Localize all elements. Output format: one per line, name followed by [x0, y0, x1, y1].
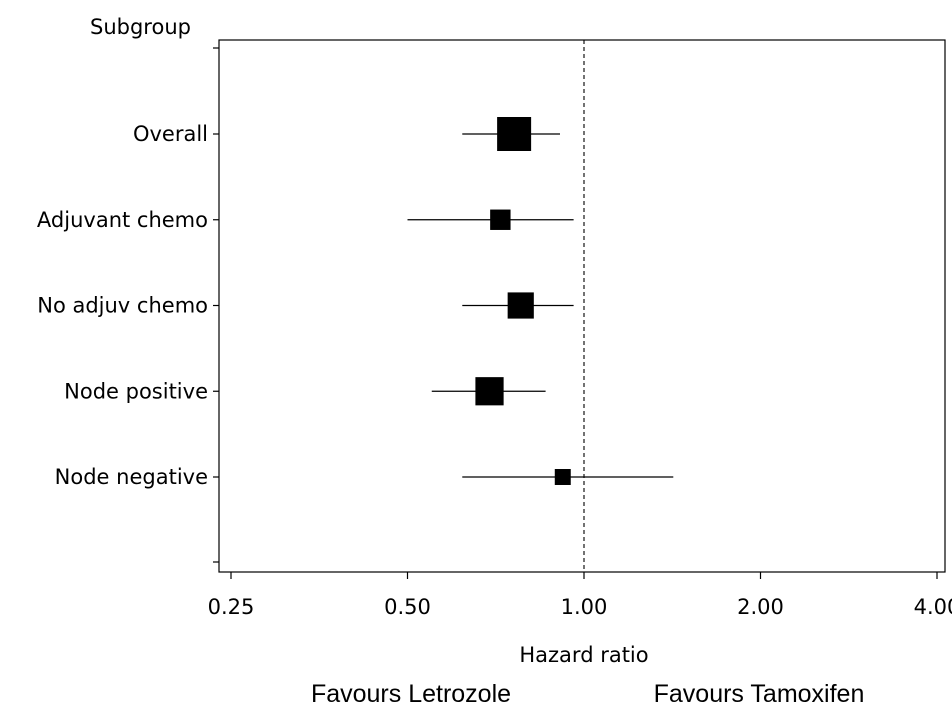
estimate-box-node-positive — [475, 377, 504, 406]
plot-frame — [218, 39, 946, 573]
y-axis-title: Subgroup — [90, 15, 191, 39]
caption-favours-letrozole: Favours Letrozole — [311, 680, 511, 708]
row-label-adjuvant-chemo: Adjuvant chemo — [37, 208, 208, 232]
caption-favours-tamoxifen: Favours Tamoxifen — [654, 680, 865, 708]
estimate-box-node-negative — [554, 469, 571, 485]
x-tick-label-4: 4.00 — [914, 595, 952, 619]
row-label-overall: Overall — [133, 122, 208, 146]
estimate-box-overall — [497, 117, 532, 151]
x-tick-label-2: 1.00 — [561, 595, 608, 619]
x-axis-title: Hazard ratio — [519, 643, 648, 667]
row-label-node-negative: Node negative — [55, 465, 208, 489]
x-tick-label-1: 0.50 — [384, 595, 431, 619]
estimate-box-no-adjuv-chemo — [507, 292, 534, 319]
row-label-node-positive: Node positive — [64, 379, 208, 403]
estimate-box-adjuvant-chemo — [490, 209, 511, 230]
x-tick-label-3: 2.00 — [737, 595, 784, 619]
x-tick-label-0: 0.25 — [208, 595, 255, 619]
row-label-no-adjuv-chemo: No adjuv chemo — [37, 294, 208, 318]
